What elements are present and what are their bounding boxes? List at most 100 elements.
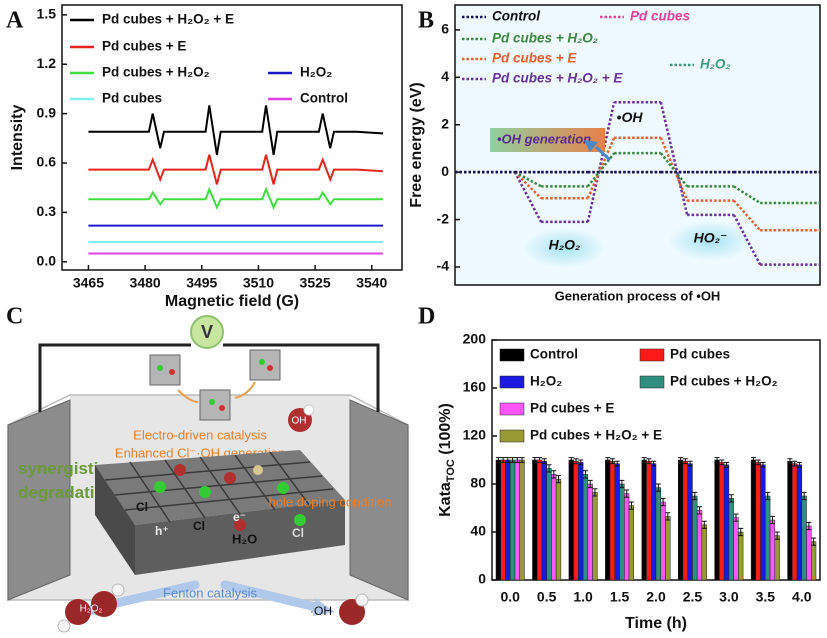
x-axis-label: Magnetic field (G) bbox=[165, 293, 299, 310]
bar bbox=[546, 468, 552, 581]
legend-label: Pd cubes + H₂O₂ bbox=[670, 374, 778, 389]
x-tick-label: 3540 bbox=[356, 275, 387, 291]
error-bar bbox=[578, 459, 584, 466]
error-bar bbox=[651, 460, 657, 467]
y-tick-label: 6 bbox=[441, 21, 449, 37]
atom bbox=[111, 583, 125, 597]
error-bar bbox=[787, 458, 793, 465]
species-label: OH bbox=[292, 416, 307, 427]
atom bbox=[277, 482, 289, 494]
species-label: H₂O bbox=[232, 531, 257, 546]
error-bar bbox=[733, 513, 739, 522]
bar bbox=[582, 474, 589, 581]
bar bbox=[769, 519, 776, 581]
schematic: C V OH Electro-driven catalysis Enhanced… bbox=[6, 304, 409, 633]
error-bar bbox=[687, 460, 693, 467]
plot-frame bbox=[61, 4, 403, 271]
error-bar bbox=[724, 461, 730, 468]
connector bbox=[659, 101, 689, 216]
error-bar bbox=[514, 457, 520, 463]
bar bbox=[733, 517, 739, 581]
molecule bbox=[91, 591, 117, 617]
error-bar bbox=[660, 497, 666, 507]
species-label: e⁻ bbox=[233, 510, 246, 524]
error-bar bbox=[755, 459, 761, 466]
bar bbox=[578, 462, 584, 581]
atom bbox=[355, 593, 369, 607]
x-tick-label: 3480 bbox=[130, 275, 161, 291]
error-bar bbox=[510, 457, 516, 463]
atom bbox=[253, 465, 263, 475]
slab-grid bbox=[104, 451, 334, 523]
error-bar bbox=[750, 457, 756, 463]
atom bbox=[259, 359, 265, 365]
error-bar bbox=[541, 458, 547, 465]
bar bbox=[541, 460, 547, 581]
species-label: Cl bbox=[193, 519, 205, 533]
error-bar bbox=[628, 501, 634, 510]
connector bbox=[586, 101, 616, 223]
bar bbox=[646, 460, 652, 581]
x-tick-label: 3525 bbox=[300, 275, 331, 291]
y-axis-label-part: (100%) bbox=[437, 403, 454, 459]
atom bbox=[174, 464, 186, 476]
error-bar bbox=[592, 488, 598, 497]
y-tick-label: 80 bbox=[470, 475, 486, 491]
error-bar bbox=[774, 531, 780, 540]
legend-label: Pd cubes + H₂O₂ + E bbox=[102, 12, 234, 27]
legend-swatch bbox=[499, 375, 525, 389]
source-label: V bbox=[201, 322, 213, 342]
x-tick-label: 3495 bbox=[186, 275, 217, 291]
atom bbox=[234, 519, 246, 531]
bar bbox=[687, 463, 693, 581]
y-tick-label: 0 bbox=[478, 571, 486, 587]
synergy-line: degradation bbox=[18, 483, 115, 502]
x-tick-label: 3.0 bbox=[719, 589, 739, 605]
bar bbox=[628, 505, 635, 581]
error-bar bbox=[719, 459, 725, 466]
atom bbox=[219, 405, 225, 411]
atom bbox=[199, 486, 211, 498]
error-bar bbox=[495, 457, 501, 463]
spectrum-line bbox=[88, 105, 384, 155]
panel-label: C bbox=[6, 304, 23, 330]
y-axis-label-part: Kata bbox=[437, 482, 454, 517]
error-bar bbox=[701, 520, 707, 529]
stage-label: •OH bbox=[617, 109, 644, 125]
molecule bbox=[65, 599, 91, 625]
error-bar bbox=[500, 457, 506, 463]
bar bbox=[760, 464, 766, 581]
bar bbox=[755, 462, 761, 581]
legend-label: Pd cubes + H₂O₂ bbox=[102, 65, 210, 80]
error-bar bbox=[505, 457, 511, 463]
error-bar bbox=[655, 483, 661, 492]
error-bar bbox=[792, 460, 798, 467]
species-label: Cl bbox=[136, 500, 148, 514]
bar bbox=[792, 463, 798, 581]
x-tick-label: 1.5 bbox=[610, 589, 630, 605]
legend-label: Pd cubes + H₂O₂ + E bbox=[530, 428, 662, 443]
legend-label: H₂O₂ bbox=[300, 65, 332, 80]
panel-label: B bbox=[418, 8, 434, 34]
legend-label: Pd cubes bbox=[670, 347, 730, 362]
electro-label: Electro-driven catalysis bbox=[133, 427, 267, 442]
error-bar bbox=[801, 491, 807, 501]
connector bbox=[732, 199, 762, 232]
bar bbox=[719, 462, 725, 581]
y-tick-label: 160 bbox=[463, 379, 487, 395]
wire bbox=[38, 343, 380, 412]
bar bbox=[555, 478, 562, 581]
bar bbox=[774, 535, 780, 581]
connector bbox=[732, 214, 762, 266]
bar bbox=[509, 459, 516, 581]
error-bar bbox=[537, 457, 543, 463]
synergy-label: synergistic degradation bbox=[18, 459, 115, 502]
connector bbox=[513, 171, 543, 223]
error-bar bbox=[806, 521, 812, 531]
y-tick-label: 1.2 bbox=[37, 55, 57, 71]
floor bbox=[8, 560, 408, 600]
bar bbox=[519, 459, 525, 581]
bar bbox=[587, 483, 593, 581]
glow bbox=[522, 227, 607, 268]
